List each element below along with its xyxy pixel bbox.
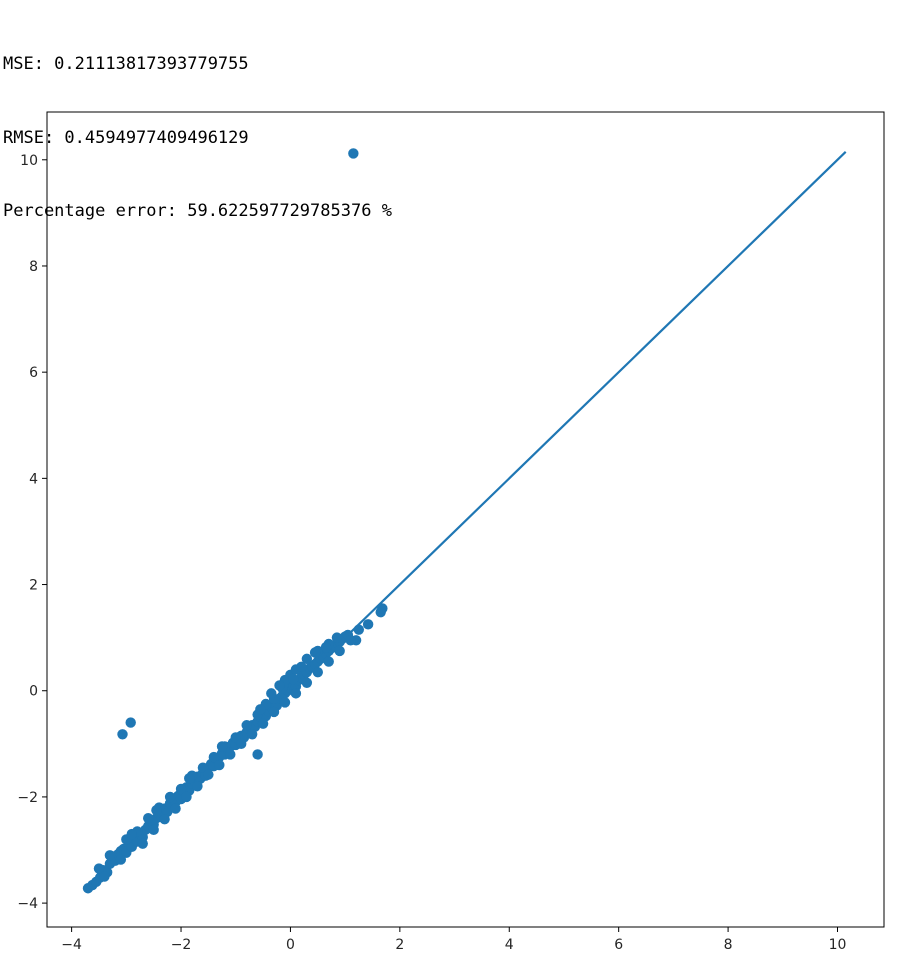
scatter-point <box>151 804 162 816</box>
x-tick-label: 10 <box>829 937 847 953</box>
scatter-point <box>148 824 159 836</box>
y-tick-label: −2 <box>17 790 38 806</box>
scatter-point <box>362 619 374 630</box>
scatter-point <box>216 741 228 752</box>
mse-output: MSE: 0.21113817393779755 <box>3 54 249 74</box>
scatter-point <box>125 717 136 728</box>
scatter-point <box>268 706 280 718</box>
scatter-point <box>334 645 345 657</box>
cell-output: MSE: 0.21113817393779755 RMSE: 0.4594977… <box>3 3 392 248</box>
scatter-point <box>170 803 181 814</box>
scatter-point <box>208 751 220 763</box>
y-tick-label: 2 <box>29 578 38 594</box>
scatter-point <box>99 871 110 882</box>
scatter-point <box>279 697 291 708</box>
scatter-point <box>257 718 269 729</box>
x-tick-label: −4 <box>61 937 82 953</box>
scatter-point <box>345 635 356 646</box>
scatter-point <box>164 791 176 803</box>
scatter-point <box>181 791 192 803</box>
y-tick-label: 8 <box>29 259 38 275</box>
scatter-point <box>296 661 307 673</box>
scatter-point <box>255 704 266 715</box>
scatter-point <box>203 769 214 780</box>
scatter-point <box>159 814 170 825</box>
scatter-point <box>104 850 116 861</box>
scatter-point <box>274 680 285 691</box>
scatter-point <box>301 653 313 665</box>
scatter-point <box>331 632 343 643</box>
plot-marks <box>82 148 847 894</box>
scatter-point <box>126 828 137 840</box>
y-axis: −4 −2 0 2 4 6 8 10 <box>17 153 47 912</box>
scatter-point <box>143 812 154 824</box>
scatter-point <box>312 666 323 678</box>
scatter-point <box>301 677 313 688</box>
scatter-point <box>290 688 302 699</box>
scatter-point <box>266 688 277 699</box>
x-tick-label: 2 <box>395 937 404 953</box>
scatter-point <box>175 783 187 795</box>
scatter-point <box>115 854 127 865</box>
y-tick-label: 0 <box>29 684 38 700</box>
scatter-point <box>323 656 334 667</box>
scatter-point <box>93 863 105 874</box>
y-tick-label: 4 <box>29 471 38 487</box>
scatter-point <box>252 749 263 760</box>
scatter-point <box>309 647 321 658</box>
scatter-point <box>236 738 247 750</box>
scatter-point <box>287 673 299 685</box>
scatter-point <box>353 624 365 635</box>
scatter-point <box>117 729 128 740</box>
x-tick-label: 0 <box>286 937 295 953</box>
rmse-output: RMSE: 0.4594977409496129 <box>3 127 249 148</box>
scatter-point <box>348 148 359 159</box>
x-tick-label: 6 <box>614 937 623 953</box>
y-tick-label: 10 <box>20 153 38 169</box>
scatter-point <box>214 759 225 771</box>
scatter-point <box>320 641 332 653</box>
x-tick-label: −2 <box>171 937 192 953</box>
y-tick-label: 6 <box>29 365 38 381</box>
y-tick-label: −4 <box>17 896 38 912</box>
axes-frame <box>46 111 885 928</box>
scatter-point <box>246 729 258 740</box>
x-tick-label: 4 <box>505 937 514 953</box>
x-axis: −4 −2 0 2 4 6 8 10 <box>61 927 846 953</box>
scatter-point <box>137 838 148 849</box>
scatter-point <box>184 773 195 784</box>
x-tick-label: 8 <box>724 937 733 953</box>
scatter-point <box>377 603 388 614</box>
scatter-point <box>192 781 203 792</box>
percentage-error-output: Percentage error: 59.622597729785376 % <box>3 201 392 221</box>
scatter-point <box>225 749 236 760</box>
scatter-point <box>241 720 252 731</box>
